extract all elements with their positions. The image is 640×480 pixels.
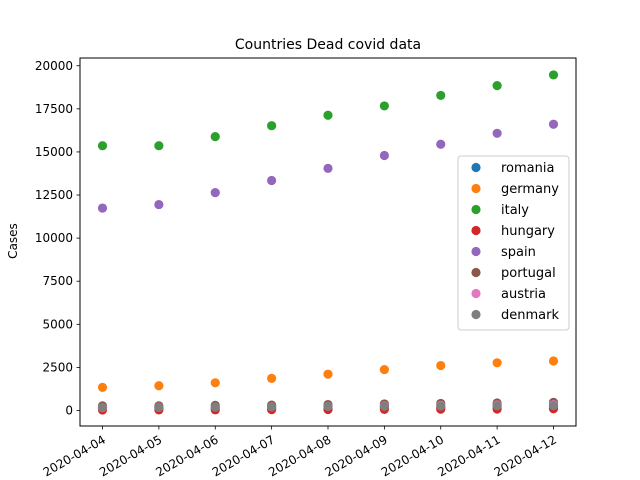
chart-title: Countries Dead covid data	[235, 37, 421, 53]
y-tick-label: 15000	[35, 145, 73, 159]
legend-marker-hungary	[471, 225, 481, 236]
data-point-germany	[210, 378, 220, 388]
data-point-denmark	[97, 402, 108, 413]
legend-marker-italy	[471, 204, 481, 215]
data-point-spain	[267, 175, 277, 186]
data-point-germany	[436, 360, 446, 371]
data-point-spain	[548, 119, 559, 129]
y-tick-label: 20000	[35, 59, 73, 73]
data-point-italy	[548, 70, 559, 80]
data-point-italy	[323, 110, 333, 120]
legend-label-romania: romania	[501, 161, 554, 176]
data-point-denmark	[492, 401, 502, 411]
y-tick-label: 5000	[42, 317, 73, 331]
data-point-germany	[379, 364, 389, 375]
data-point-spain	[436, 139, 446, 149]
data-point-denmark	[154, 402, 164, 412]
data-point-spain	[154, 199, 164, 210]
data-point-denmark	[548, 400, 559, 411]
y-axis-ticks: 0 2500 5000 7500 10000 12500 15000 17500 20000	[35, 59, 80, 417]
legend-marker-austria	[471, 288, 481, 299]
legend-label-denmark: denmark	[501, 308, 559, 323]
legend-label-austria: austria	[501, 287, 546, 302]
data-point-italy	[436, 90, 446, 101]
legend: romania germany italy hungary spain portugal a…	[457, 155, 570, 331]
legend-items: romania germany italy hungary spain portugal a…	[471, 161, 559, 323]
y-tick-label: 7500	[42, 274, 73, 288]
legend-marker-romania	[471, 162, 481, 173]
legend-marker-portugal	[471, 267, 481, 278]
data-point-denmark	[436, 401, 446, 411]
data-point-italy	[267, 121, 277, 131]
legend-marker-spain	[471, 246, 481, 257]
legend-label-portugal: portugal	[501, 266, 556, 281]
axes-frame	[79, 57, 577, 427]
data-point-spain	[492, 128, 502, 138]
data-point-italy	[379, 101, 389, 111]
data-point-germany	[154, 381, 164, 391]
data-point-spain	[97, 203, 108, 213]
data-point-denmark	[379, 401, 389, 411]
legend-label-italy: italy	[501, 203, 529, 218]
data-point-spain	[323, 163, 333, 173]
data-point-italy	[492, 80, 502, 91]
legend-marker-denmark	[471, 309, 481, 320]
y-tick-label: 2500	[42, 360, 73, 374]
legend-label-spain: spain	[501, 245, 536, 260]
y-tick-label: 12500	[35, 188, 73, 202]
data-point-italy	[154, 141, 164, 151]
data-point-italy	[97, 141, 108, 151]
data-point-spain	[379, 150, 389, 161]
data-point-denmark	[267, 402, 277, 412]
legend-label-germany: germany	[501, 182, 559, 197]
legend-label-hungary: hungary	[501, 224, 555, 239]
y-tick-label: 0	[65, 403, 73, 417]
data-point-germany	[323, 369, 333, 379]
legend-box	[457, 155, 570, 331]
data-point-spain	[210, 188, 220, 198]
data-point-germany	[97, 382, 108, 392]
data-point-denmark	[323, 401, 333, 412]
data-points	[97, 70, 559, 415]
data-point-germany	[492, 358, 502, 368]
data-point-denmark	[210, 402, 220, 412]
data-point-germany	[548, 356, 559, 366]
y-tick-label: 17500	[35, 102, 73, 116]
y-axis-label: Cases	[6, 223, 20, 259]
legend-marker-germany	[471, 183, 481, 194]
y-tick-label: 10000	[35, 231, 73, 245]
data-point-italy	[210, 132, 220, 142]
data-point-germany	[267, 373, 277, 384]
